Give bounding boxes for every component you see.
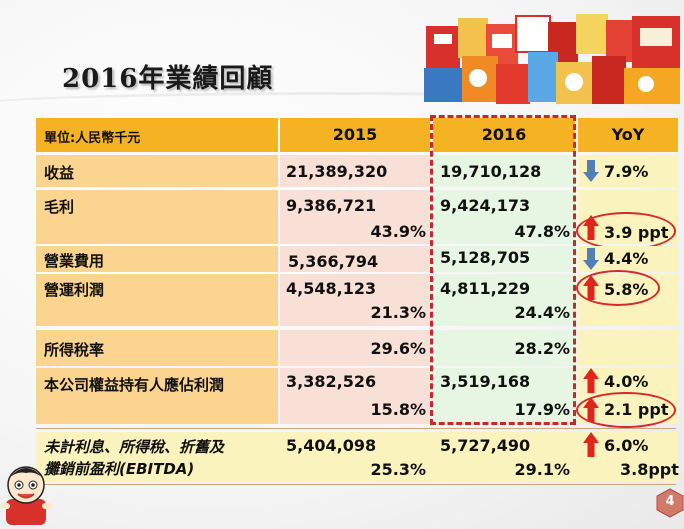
- row-label-cell: [36, 274, 278, 326]
- row-label-cell: [36, 330, 278, 366]
- arrow-up-icon: [583, 368, 599, 393]
- product-photo: [424, 14, 680, 104]
- arrow-up-icon: [583, 432, 599, 457]
- gross-margin-2016: 47.8%: [514, 222, 570, 241]
- ebitda-margin-2015: 25.3%: [370, 460, 426, 479]
- ebitda-margin-yoy: 3.8ppt: [620, 460, 679, 479]
- row-label-cell: [36, 246, 278, 272]
- revenue-yoy: 7.9%: [604, 162, 649, 181]
- row-label-cell: [36, 190, 278, 244]
- opex-2016: 5,128,705: [440, 248, 531, 267]
- data-cell-2016: [433, 368, 575, 424]
- data-cell-2016: [433, 190, 575, 244]
- operating-profit-2016: 4,811,229: [440, 279, 531, 298]
- row-label-cell: [36, 368, 278, 424]
- gross-profit-2015: 9,386,721: [286, 196, 377, 215]
- tax-rate-2016: 28.2%: [514, 339, 570, 358]
- arrow-down-icon: [583, 160, 599, 182]
- gross-profit-2016: 9,424,173: [440, 196, 531, 215]
- operating-margin-2016: 24.4%: [514, 303, 570, 322]
- column-header-2016: 2016: [481, 125, 527, 144]
- row-label-opex: 營業費用: [44, 252, 105, 270]
- decorative-swoosh: [0, 92, 684, 121]
- ebitda-2016: 5,727,490: [440, 436, 531, 455]
- ebitda-2015: 5,404,098: [286, 436, 377, 455]
- operating-margin-2015: 21.3%: [370, 303, 426, 322]
- data-cell-2015: [280, 155, 430, 187]
- unit-label: 單位:人民幣千元: [44, 131, 141, 146]
- gross-margin-2015: 43.9%: [370, 222, 426, 241]
- header-unit-cell: [36, 118, 278, 152]
- data-cell-2016: [433, 155, 575, 187]
- header-2015-cell: [280, 118, 430, 152]
- ebitda-margin-2016: 29.1%: [514, 460, 570, 479]
- page-number: 4: [665, 494, 675, 509]
- row-label-cell: [36, 155, 278, 187]
- net-profit-2016: 3,519,168: [440, 372, 531, 391]
- divider: [36, 484, 676, 485]
- data-cell-2016: [433, 246, 575, 272]
- net-profit-2015: 3,382,526: [286, 372, 377, 391]
- row-label-ebitda-line1: 未計利息、所得稅、折舊及: [44, 438, 225, 456]
- row-label-gross-profit: 毛利: [44, 198, 75, 216]
- column-header-2015: 2015: [332, 125, 378, 144]
- data-cell-2015: [280, 274, 430, 326]
- data-cell-yoy: [578, 330, 678, 366]
- revenue-2016: 19,710,128: [440, 162, 542, 181]
- arrow-down-icon: [583, 248, 599, 270]
- opex-yoy: 4.4%: [604, 249, 649, 268]
- header-2016-cell: [433, 118, 575, 152]
- net-margin-2016: 17.9%: [514, 400, 570, 419]
- tax-rate-2015: 29.6%: [370, 339, 426, 358]
- operating-profit-2015: 4,548,123: [286, 279, 377, 298]
- highlight-circle: [576, 392, 676, 428]
- ebitda-yoy: 6.0%: [604, 436, 649, 455]
- page-number-badge: [656, 488, 684, 518]
- highlight-circle: [576, 212, 676, 250]
- data-cell-2015: [280, 190, 430, 244]
- net-margin-2015: 15.8%: [370, 400, 426, 419]
- ebitda-row-background: [36, 432, 678, 482]
- opex-2015: 5,366,794: [288, 252, 379, 271]
- data-cell-2016: [433, 330, 575, 366]
- row-label-ebitda-line2: 攤銷前盈利(EBITDA): [44, 460, 195, 478]
- revenue-2015: 21,389,320: [286, 162, 388, 181]
- row-label-tax-rate: 所得稅率: [44, 341, 105, 359]
- data-cell-2015: [280, 330, 430, 366]
- column-header-yoy: YoY: [611, 125, 645, 144]
- net-profit-yoy: 4.0%: [604, 372, 649, 391]
- mascot-icon: [0, 466, 52, 525]
- highlight-box-2016: [430, 115, 576, 425]
- row-label-revenue: 收益: [44, 164, 75, 182]
- data-cell-2015: [280, 246, 430, 272]
- divider: [36, 428, 676, 429]
- header-yoy-cell: [578, 118, 678, 152]
- highlight-circle: [576, 270, 660, 306]
- data-cell-2016: [433, 274, 575, 326]
- row-label-net-profit: 本公司權益持有人應佔利潤: [44, 376, 225, 394]
- data-cell-2015: [280, 368, 430, 424]
- row-label-operating-profit: 營運利潤: [44, 281, 105, 299]
- page-title: 2016年業績回顧: [62, 64, 274, 94]
